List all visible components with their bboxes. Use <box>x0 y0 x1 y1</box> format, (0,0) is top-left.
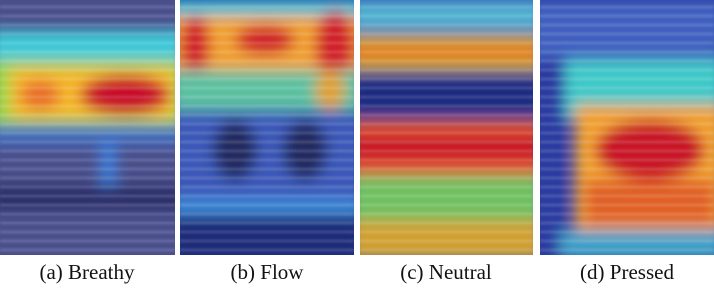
heatmap-a <box>0 0 175 255</box>
caption: (d) Pressed <box>580 260 674 284</box>
caption: (b) Flow <box>231 260 305 284</box>
heatmap-c <box>360 0 533 255</box>
heatmap-b <box>180 0 354 255</box>
caption: (c) Neutral <box>400 260 492 284</box>
caption: (a) Breathy <box>39 260 135 284</box>
heatmap-d <box>540 0 714 255</box>
